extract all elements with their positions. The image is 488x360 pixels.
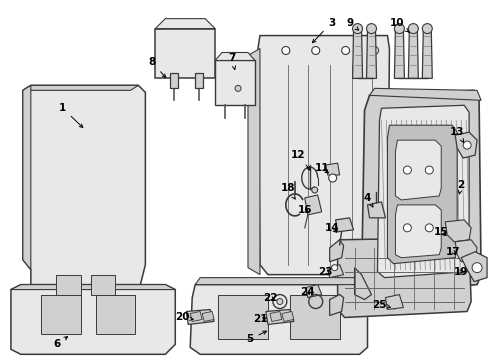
Polygon shape [460,252,486,282]
Polygon shape [369,88,480,100]
Polygon shape [215,60,254,105]
Polygon shape [395,140,440,200]
Polygon shape [95,294,135,334]
Circle shape [422,24,431,33]
Polygon shape [218,294,267,339]
Text: 1: 1 [59,103,82,127]
Text: 20: 20 [175,312,193,323]
Polygon shape [23,85,31,270]
Text: 22: 22 [262,293,277,302]
Circle shape [328,174,336,182]
Text: 11: 11 [314,163,328,173]
Polygon shape [354,268,371,300]
Polygon shape [329,294,343,315]
Circle shape [366,24,376,33]
Circle shape [462,141,470,149]
Polygon shape [215,53,254,60]
Circle shape [471,263,481,273]
Polygon shape [41,294,81,334]
Bar [170,73,178,88]
Circle shape [394,24,404,33]
Text: 3: 3 [312,18,335,43]
Polygon shape [366,28,376,78]
Circle shape [276,298,282,305]
Polygon shape [454,240,476,262]
Polygon shape [23,85,145,300]
Polygon shape [377,105,468,278]
Circle shape [331,265,337,271]
Text: 14: 14 [324,223,338,233]
Circle shape [235,85,241,91]
Text: 4: 4 [363,193,372,207]
Circle shape [281,46,289,54]
Text: 6: 6 [53,337,67,349]
Polygon shape [304,195,321,215]
Polygon shape [258,36,388,275]
Bar [195,73,203,88]
Circle shape [311,46,319,54]
Text: 21: 21 [252,314,266,324]
Polygon shape [407,28,417,78]
Polygon shape [269,311,281,321]
Text: 5: 5 [246,331,266,345]
Polygon shape [281,311,293,321]
Polygon shape [56,275,81,294]
Polygon shape [155,19,215,28]
Text: 2: 2 [457,180,464,194]
Polygon shape [444,220,470,242]
Circle shape [425,224,432,232]
Polygon shape [90,275,115,294]
Text: 9: 9 [346,18,358,30]
Polygon shape [422,28,431,78]
Text: 24: 24 [300,287,314,297]
Polygon shape [386,125,456,264]
Circle shape [370,46,378,54]
Circle shape [341,46,349,54]
Polygon shape [195,278,364,285]
Polygon shape [385,294,403,310]
Polygon shape [454,132,476,158]
Polygon shape [190,311,202,321]
Polygon shape [186,310,214,324]
Polygon shape [335,218,353,232]
Polygon shape [352,28,362,78]
Circle shape [352,24,362,33]
Polygon shape [190,285,367,354]
Circle shape [407,24,417,33]
Text: 10: 10 [389,18,408,32]
Text: 23: 23 [318,267,332,276]
Text: 7: 7 [228,54,235,69]
Text: 25: 25 [371,300,389,310]
Polygon shape [394,28,404,78]
Polygon shape [247,49,260,275]
Text: 18: 18 [280,183,295,199]
Polygon shape [305,285,321,298]
Text: 13: 13 [449,127,464,143]
Polygon shape [11,285,175,354]
Polygon shape [11,285,175,289]
Polygon shape [329,240,343,262]
Polygon shape [337,238,470,318]
Circle shape [311,187,317,193]
Polygon shape [265,310,293,324]
Circle shape [403,166,410,174]
Polygon shape [23,85,138,90]
Text: 17: 17 [445,247,460,257]
Text: 16: 16 [297,205,311,215]
Polygon shape [367,202,385,218]
Polygon shape [202,311,214,321]
Polygon shape [155,28,215,78]
Polygon shape [361,90,480,294]
Circle shape [403,224,410,232]
Text: 12: 12 [290,150,309,170]
Text: 15: 15 [433,227,447,237]
Circle shape [425,166,432,174]
Text: 8: 8 [148,58,165,77]
Polygon shape [289,294,339,339]
Polygon shape [327,265,343,278]
Polygon shape [395,205,440,258]
Text: 19: 19 [453,267,468,276]
Polygon shape [325,163,339,175]
